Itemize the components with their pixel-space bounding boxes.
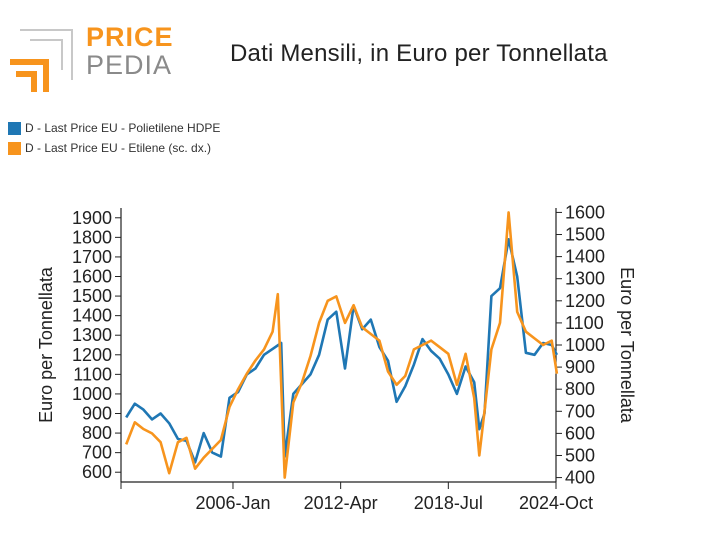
y-right-tick-label: 1000	[565, 335, 605, 355]
y-right-tick-label: 1200	[565, 291, 605, 311]
y-left-tick-label: 1200	[72, 345, 112, 365]
y-left-tick-label: 1800	[72, 227, 112, 247]
y-left-tick-label: 1700	[72, 247, 112, 267]
y-right-tick-label: 1300	[565, 269, 605, 289]
y-right-tick-label: 800	[565, 379, 595, 399]
x-tick-label: 2012-Apr	[304, 493, 378, 513]
y-left-tick-label: 1300	[72, 325, 112, 345]
legend-item-etilene[interactable]: D - Last Price EU - Etilene (sc. dx.)	[8, 138, 220, 158]
y-left-tick-label: 1600	[72, 267, 112, 287]
axes: 6007008009001000110012001300140015001600…	[72, 202, 605, 513]
logo-text-price: PRICE	[86, 22, 174, 52]
y-left-tick-label: 1500	[72, 286, 112, 306]
y-left-axis-title: Euro per Tonnellata	[36, 266, 56, 423]
y-left-tick-label: 1400	[72, 306, 112, 326]
x-tick-label: 2024-Oct	[519, 493, 593, 513]
y-left-tick-label: 1100	[73, 364, 112, 384]
chart-title: Dati Mensili, in Euro per Tonnellata	[230, 40, 608, 67]
y-right-tick-label: 400	[565, 468, 595, 488]
legend: D - Last Price EU - Polietilene HDPE D -…	[8, 118, 220, 158]
legend-label-etilene: D - Last Price EU - Etilene (sc. dx.)	[25, 141, 212, 155]
y-right-tick-label: 700	[565, 401, 595, 421]
legend-swatch-hdpe	[8, 121, 21, 135]
legend-label-hdpe: D - Last Price EU - Polietilene HDPE	[25, 121, 221, 135]
y-left-tick-label: 1900	[72, 208, 112, 228]
x-tick-label: 2018-Jul	[414, 493, 483, 513]
series-line-etilene[interactable]	[124, 211, 559, 479]
x-tick-label: 2006-Jan	[195, 493, 270, 513]
y-left-tick-label: 600	[82, 462, 112, 482]
y-right-axis-title: Euro per Tonnellata	[617, 267, 637, 424]
pricepedia-logo: PRICE PEDIA	[8, 22, 173, 92]
y-right-tick-label: 1100	[565, 313, 604, 333]
y-left-tick-label: 700	[82, 443, 112, 463]
y-left-tick-label: 800	[82, 423, 112, 443]
legend-item-hdpe[interactable]: D - Last Price EU - Polietilene HDPE	[8, 118, 220, 138]
y-left-tick-label: 1000	[72, 384, 112, 404]
legend-swatch-etilene	[8, 141, 21, 155]
logo-text-pedia: PEDIA	[86, 50, 173, 80]
y-right-tick-label: 900	[565, 357, 595, 377]
y-right-tick-label: 1600	[565, 202, 605, 222]
y-right-tick-label: 600	[565, 423, 595, 443]
series-group	[124, 211, 559, 479]
y-right-tick-label: 1500	[565, 225, 605, 245]
y-right-tick-label: 1400	[565, 247, 605, 267]
y-right-tick-label: 500	[565, 445, 595, 465]
logo-mark-icon	[10, 29, 73, 92]
y-left-tick-label: 900	[82, 404, 112, 424]
series-line-hdpe[interactable]	[125, 238, 559, 464]
